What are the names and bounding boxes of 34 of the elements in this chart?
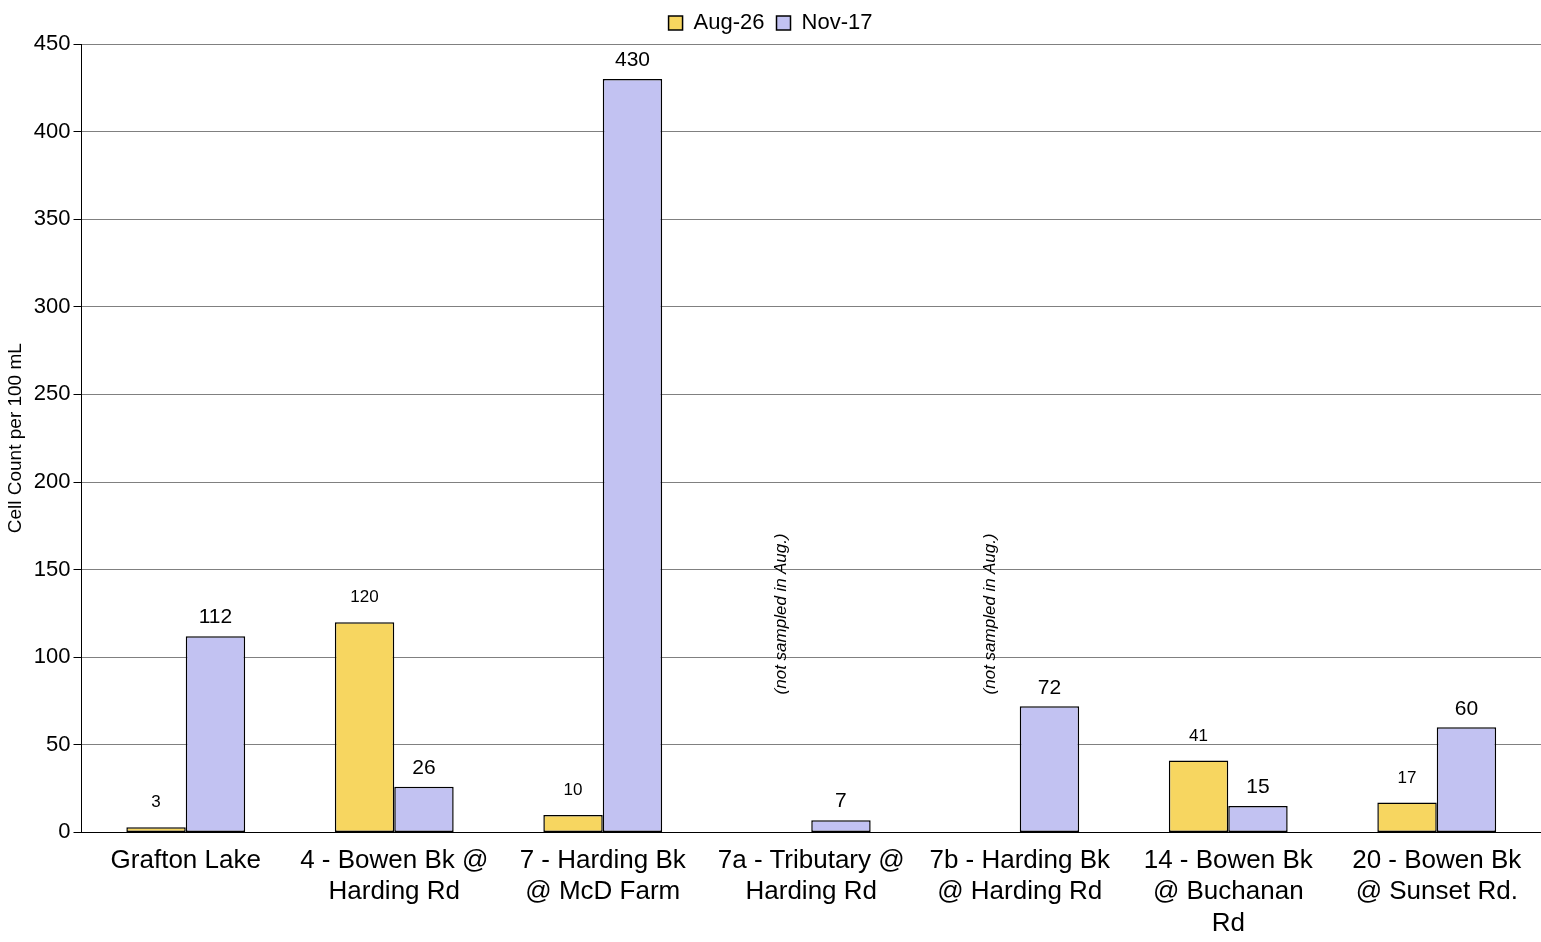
y-tick-label: 200 [33, 468, 71, 494]
x-tick-label: 4 - Bowen Bk @ Harding Rd [300, 844, 489, 906]
annotation: (not sampled in Aug.) [979, 533, 999, 695]
x-tick-label: 20 - Bowen Bk @ Sunset Rd. [1352, 844, 1523, 906]
data-label: 15 [1246, 774, 1270, 798]
y-tick-label: 450 [33, 30, 71, 56]
data-label: 112 [198, 604, 233, 628]
legend-label: Nov-17 [801, 9, 873, 35]
x-tick-label: Grafton Lake [110, 844, 261, 875]
y-tick-label: 150 [33, 555, 71, 581]
y-tick-label: 250 [33, 380, 71, 406]
annotation: (not sampled in Aug.) [771, 533, 791, 695]
x-tick-label: 7 - Harding Bk @ McD Farm [519, 844, 687, 906]
data-label: 7 [835, 788, 847, 812]
data-label: 41 [1189, 725, 1208, 745]
y-tick-label: 400 [33, 117, 71, 143]
x-tick-label: 7a - Tributary @ Harding Rd [717, 844, 905, 906]
data-label: 120 [350, 587, 379, 607]
data-label: 3 [151, 792, 161, 812]
data-label: 10 [563, 780, 583, 800]
data-label: 26 [412, 755, 436, 779]
x-tick-label: 7b - Harding Bk @ Harding Rd [929, 844, 1112, 906]
data-label: 430 [614, 47, 650, 71]
y-tick-label: 300 [33, 292, 71, 318]
data-label: 60 [1454, 695, 1479, 719]
y-axis-title: Cell Count per 100 mL [3, 343, 25, 534]
legend-label: Aug-26 [693, 9, 765, 35]
x-tick-label: 14 - Bowen Bk @ Buchanan Rd [1143, 844, 1314, 937]
data-label: 72 [1037, 674, 1062, 698]
y-tick-label: 50 [46, 730, 71, 756]
y-tick-label: 0 [58, 818, 71, 844]
y-tick-label: 350 [33, 205, 71, 231]
data-label: 17 [1397, 767, 1417, 787]
y-tick-label: 100 [33, 643, 71, 669]
